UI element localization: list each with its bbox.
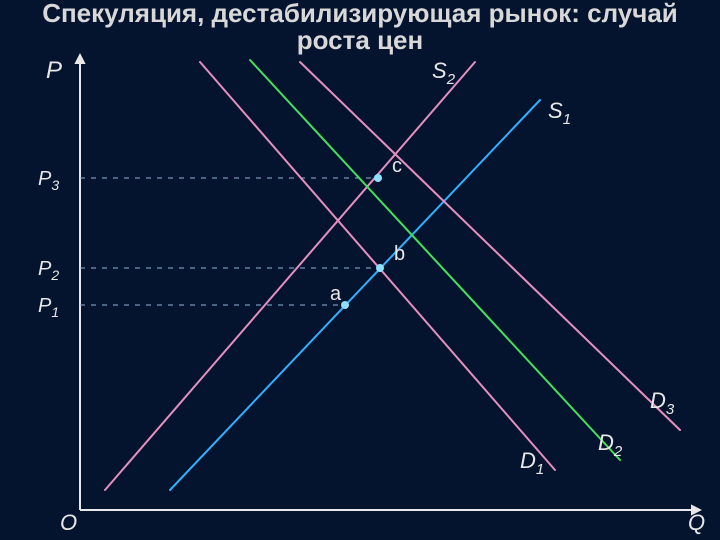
point-a (341, 301, 349, 309)
curve-d3 (300, 62, 680, 430)
chart-svg: POQP1P2P3S1S2D1D2D3abc (0, 0, 720, 540)
axis-label-o: O (60, 510, 77, 535)
chart-stage: Спекуляция, дестабилизирующая рынок: слу… (0, 0, 720, 540)
price-label-p1: P1 (38, 295, 59, 320)
axis-label-q: Q (688, 510, 705, 535)
curve-s1 (170, 100, 540, 490)
curve-label-s2: S2 (432, 58, 456, 88)
price-label-p2: P2 (38, 258, 59, 283)
point-label-b: b (394, 243, 405, 265)
point-c (374, 174, 382, 182)
point-label-a: a (330, 283, 342, 305)
chart-title: Спекуляция, дестабилизирующая рынок: слу… (0, 0, 720, 55)
curve-s2 (105, 62, 475, 490)
point-b (376, 264, 384, 272)
curve-label-s1: S1 (548, 98, 571, 128)
axis-label-p: P (46, 57, 62, 84)
point-label-c: c (392, 155, 402, 177)
price-label-p3: P3 (38, 168, 59, 193)
curve-label-d2: D2 (598, 430, 623, 460)
